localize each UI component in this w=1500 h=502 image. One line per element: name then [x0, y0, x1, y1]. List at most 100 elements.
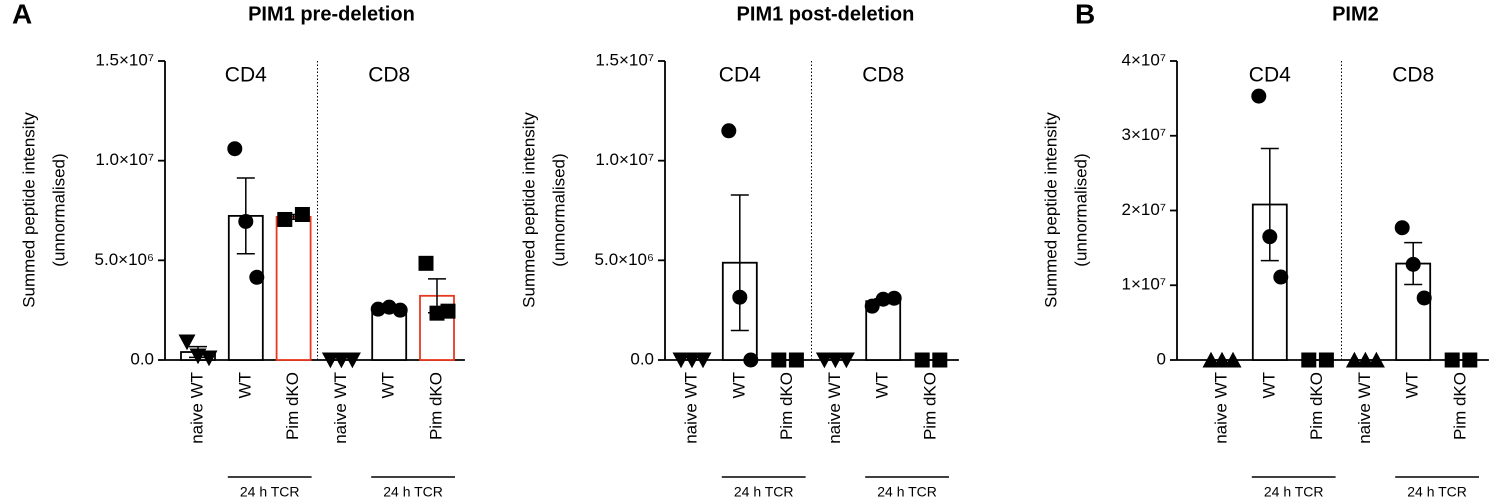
data-point	[321, 352, 339, 369]
panel-letter: B	[1075, 0, 1095, 29]
x-tick-label: WT	[1403, 372, 1422, 398]
data-point	[392, 302, 408, 318]
data-point	[227, 141, 243, 157]
data-point	[1462, 352, 1478, 368]
data-point	[826, 352, 844, 369]
y-tick-label: 3×10⁷	[1122, 125, 1166, 144]
data-point	[864, 298, 880, 314]
y-tick-label: 0	[1157, 349, 1166, 368]
y-tick-label: 1×10⁷	[1122, 275, 1166, 294]
data-point	[1224, 351, 1242, 368]
annotation: 24 h TCR	[877, 484, 937, 500]
y-tick-label: 1.5×10⁷	[95, 50, 154, 69]
data-point	[1394, 220, 1410, 236]
panel-letter: A	[12, 0, 32, 29]
x-tick-label: naive WT	[331, 372, 350, 444]
x-tick-label: WT	[235, 372, 254, 398]
data-point	[875, 291, 891, 307]
group-label: CD8	[1392, 64, 1434, 87]
x-tick-label: WT	[379, 372, 398, 398]
x-tick-label: Pim dKO	[1307, 372, 1326, 440]
data-point	[418, 255, 434, 271]
group-label: CD4	[1249, 64, 1291, 87]
y-axis-label: (unnormalised)	[549, 153, 568, 266]
data-point	[1213, 351, 1231, 368]
data-point	[683, 352, 701, 369]
x-tick-label: Pim dKO	[777, 372, 796, 440]
x-tick-label: WT	[1259, 372, 1278, 398]
data-point	[721, 123, 737, 139]
y-tick-label: 1.5×10⁷	[595, 50, 654, 69]
y-tick-label: 4×10⁷	[1122, 50, 1166, 69]
data-point	[914, 352, 930, 368]
data-point	[238, 213, 254, 229]
group-label: CD8	[368, 64, 410, 87]
group-label: CD4	[225, 64, 267, 87]
y-tick-label: 2×10⁷	[1122, 200, 1166, 219]
y-tick-label: 1.0×10⁷	[95, 150, 154, 169]
data-point	[1262, 229, 1278, 245]
group-label: CD8	[862, 64, 904, 87]
x-tick-label: Pim dKO	[1450, 372, 1469, 440]
data-point	[332, 352, 350, 369]
data-point	[1367, 351, 1385, 368]
data-point	[815, 352, 833, 369]
x-tick-label: Pim dKO	[283, 372, 302, 440]
y-tick-label: 0.0	[130, 349, 154, 368]
data-point	[1273, 269, 1289, 285]
data-point	[1202, 351, 1220, 368]
bar	[275, 215, 312, 361]
x-tick-label: naive WT	[681, 372, 700, 444]
data-point	[1345, 351, 1363, 368]
annotation: 24 h TCR	[734, 484, 794, 500]
data-point	[1318, 352, 1334, 368]
y-axis-label: (unnormalised)	[49, 153, 68, 266]
data-point	[200, 350, 218, 367]
annotation: 24 h TCR	[1407, 484, 1467, 500]
annotation: 24 h TCR	[240, 484, 300, 500]
data-point	[1444, 352, 1460, 368]
x-tick-label: Pim dKO	[426, 372, 445, 440]
x-tick-label: WT	[729, 372, 748, 398]
y-axis-label: (unnormalised)	[1071, 153, 1090, 266]
data-point	[440, 303, 456, 319]
chart-title: PIM1 pre-deletion	[248, 3, 415, 25]
data-point	[178, 334, 196, 351]
chart-title: PIM1 post-deletion	[737, 3, 915, 25]
data-point	[837, 352, 855, 369]
data-point	[672, 352, 690, 369]
data-point	[343, 352, 361, 369]
y-axis-label: Summed peptide intensity	[519, 112, 538, 308]
data-point	[1356, 351, 1374, 368]
x-tick-label: naive WT	[1355, 372, 1374, 444]
x-tick-label: Pim dKO	[920, 372, 939, 440]
chart-title: PIM2	[1332, 3, 1379, 25]
y-tick-label: 0.0	[630, 349, 654, 368]
data-point	[249, 269, 265, 285]
data-point	[294, 206, 310, 222]
data-point	[743, 352, 759, 368]
group-label: CD4	[719, 64, 761, 87]
data-point	[788, 352, 804, 368]
data-point	[694, 352, 712, 369]
x-tick-label: naive WT	[1211, 372, 1230, 444]
annotation: 24 h TCR	[383, 484, 443, 500]
data-point	[277, 211, 293, 227]
y-tick-label: 5.0×10⁶	[595, 250, 654, 269]
x-tick-label: naive WT	[825, 372, 844, 444]
error-bar	[730, 194, 749, 332]
data-point	[1301, 352, 1317, 368]
y-axis-label: Summed peptide intensity	[1041, 112, 1060, 308]
y-axis-label: Summed peptide intensity	[19, 112, 38, 308]
data-point	[1251, 88, 1267, 104]
x-tick-label: WT	[873, 372, 892, 398]
data-point	[1416, 290, 1432, 306]
data-point	[732, 289, 748, 305]
data-point	[1405, 256, 1421, 272]
y-tick-label: 1.0×10⁷	[595, 150, 654, 169]
data-point	[771, 352, 787, 368]
data-point	[886, 290, 902, 306]
data-point	[932, 352, 948, 368]
x-tick-label: naive WT	[187, 372, 206, 444]
